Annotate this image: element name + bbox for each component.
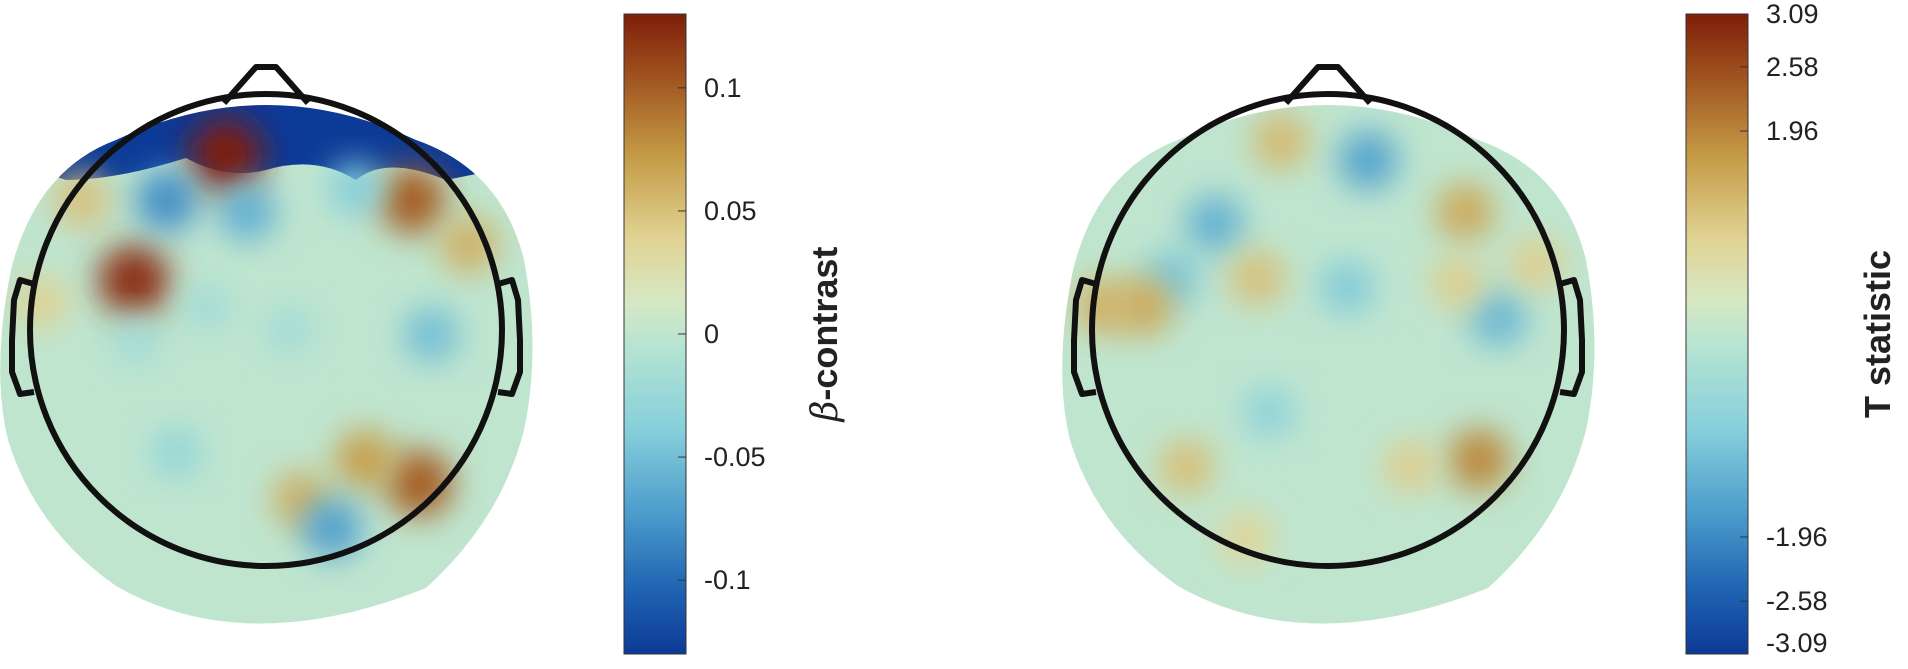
scalp-hotspots bbox=[15, 105, 498, 559]
scalp-hotspot bbox=[218, 183, 276, 241]
scalp-map bbox=[0, 105, 533, 624]
colorbar-tick-label: -0.05 bbox=[704, 442, 766, 472]
colorbar-tick-label: -2.58 bbox=[1766, 586, 1828, 616]
scalp-hotspot bbox=[1219, 511, 1272, 565]
scalp-map bbox=[1062, 105, 1595, 624]
scalp-hotspot bbox=[1114, 277, 1174, 336]
scalp-hotspot bbox=[188, 118, 263, 193]
head-circle bbox=[27, 91, 505, 569]
head-circle bbox=[1089, 91, 1567, 569]
head-outline bbox=[9, 64, 523, 569]
scalp-hotspot bbox=[54, 172, 110, 228]
colorbar-tick-label: 1.96 bbox=[1766, 116, 1819, 146]
scalp-hotspot bbox=[1435, 182, 1495, 242]
scalp-hotspot bbox=[1469, 289, 1527, 347]
topoplot-beta bbox=[0, 64, 533, 624]
beta-symbol: β bbox=[805, 401, 846, 424]
scalp-hotspot bbox=[1243, 386, 1295, 439]
scalp-hotspot bbox=[1447, 428, 1511, 491]
scalp-hotspot bbox=[1229, 250, 1285, 306]
colorbar-tick-label: 0 bbox=[704, 319, 719, 349]
scalp-hotspot bbox=[302, 498, 363, 559]
scalp-hotspot bbox=[1158, 439, 1215, 495]
right-ear-icon bbox=[1559, 277, 1585, 397]
colorbar-tick-label: 0.1 bbox=[704, 73, 742, 103]
scalp-hotspot bbox=[265, 305, 314, 355]
colorbar-tstat-ticks: 3.09 2.58 1.96 -1.96 -2.58 -3.09 bbox=[1740, 0, 1828, 658]
scalp-hotspot bbox=[150, 427, 202, 479]
head-outline bbox=[1071, 64, 1585, 569]
colorbar-tick-label: -3.09 bbox=[1766, 628, 1828, 658]
scalp-hotspot bbox=[385, 449, 453, 517]
topoplot-tstat bbox=[1062, 64, 1595, 624]
left-ear-icon bbox=[1071, 277, 1097, 397]
scalp-hotspot bbox=[1383, 440, 1438, 494]
colorbar-tick-label: -1.96 bbox=[1766, 522, 1828, 552]
scalp-hotspot bbox=[1430, 255, 1485, 310]
nose-icon bbox=[1283, 64, 1373, 105]
scalp-hotspot bbox=[378, 166, 446, 234]
colorbar-tstat: 3.09 2.58 1.96 -1.96 -2.58 -3.09 T statistic bbox=[1685, 0, 1898, 658]
scalp-hotspot bbox=[111, 317, 161, 367]
left-ear-icon bbox=[9, 277, 35, 397]
scalp-hotspot bbox=[335, 429, 396, 490]
colorbar-tstat-title: T statistic bbox=[1857, 250, 1898, 418]
colorbar-beta: 0.1 0.05 0 -0.05 -0.1 β-contrast bbox=[623, 13, 846, 655]
right-ear-icon bbox=[497, 277, 523, 397]
scalp-hotspot bbox=[440, 216, 498, 274]
scalp-hotspot bbox=[135, 169, 199, 232]
colorbar-tick-label: -0.1 bbox=[704, 565, 751, 595]
colorbar-tick-label: 2.58 bbox=[1766, 52, 1819, 82]
scalp-hotspot bbox=[1320, 260, 1374, 315]
colorbar-tick-label: 3.09 bbox=[1766, 0, 1819, 29]
nose-icon bbox=[221, 64, 311, 105]
scalp-hotspot bbox=[1075, 277, 1133, 336]
colorbar-tick-label: 0.05 bbox=[704, 196, 757, 226]
scalp-hotspot bbox=[1185, 195, 1244, 253]
frontal-negative-band bbox=[36, 105, 496, 180]
scalp-hotspot bbox=[98, 244, 170, 317]
scalp-hotspot bbox=[1338, 130, 1398, 190]
colorbar-beta-title-text: -contrast bbox=[804, 247, 845, 401]
scalp-hotspot bbox=[403, 306, 460, 363]
scalp-hotspot bbox=[329, 161, 383, 215]
colorbar-beta-gradient bbox=[623, 13, 687, 655]
colorbar-beta-ticks: 0.1 0.05 0 -0.05 -0.1 bbox=[678, 73, 766, 595]
scalp-hotspot bbox=[1252, 112, 1310, 170]
colorbar-tstat-gradient bbox=[1685, 13, 1749, 655]
colorbar-beta-title: β-contrast bbox=[804, 247, 846, 424]
scalp-hotspot bbox=[182, 282, 232, 331]
